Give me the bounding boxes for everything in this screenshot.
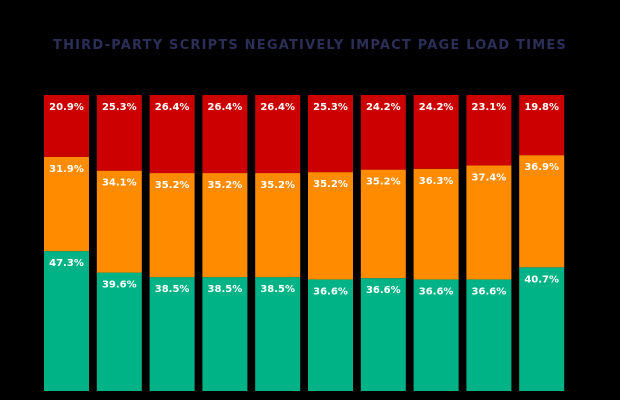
bar-segment-3-2 [149, 173, 195, 278]
bar-segment-5-3 [255, 95, 301, 174]
data-label-8-2: 36.3% [419, 176, 454, 187]
bar-segment-5-2 [255, 173, 301, 278]
data-label-1-1: 47.3% [49, 258, 84, 269]
data-label-1-2: 31.9% [49, 164, 84, 175]
data-label-10-2: 36.9% [524, 162, 559, 173]
data-label-9-1: 36.6% [472, 286, 507, 297]
data-label-1-3: 20.9% [49, 102, 84, 113]
bar-segment-2-1 [96, 272, 142, 391]
bar-segment-8-1 [413, 279, 459, 391]
bar-segment-4-2 [202, 173, 248, 278]
bar-segment-9-2 [466, 165, 512, 280]
bar-segment-1-1 [44, 251, 89, 391]
bar-segment-4-3 [202, 95, 248, 174]
bar-segment-10-1 [519, 267, 565, 391]
bar-segment-1-3 [44, 95, 89, 157]
bar-segment-6-1 [308, 279, 353, 391]
bar-segment-7-2 [360, 169, 406, 279]
data-label-9-2: 37.4% [472, 172, 507, 183]
data-label-6-2: 35.2% [313, 179, 348, 190]
bar-segment-9-1 [466, 279, 512, 391]
bar-segment-8-3 [413, 95, 459, 169]
bar-segment-7-3 [360, 95, 406, 170]
data-label-10-1: 40.7% [524, 274, 559, 285]
data-label-5-2: 35.2% [260, 180, 295, 191]
data-label-4-2: 35.2% [208, 180, 243, 191]
bar-segment-10-3 [519, 95, 565, 156]
chart-title: THIRD-PARTY SCRIPTS NEGATIVELY IMPACT PA… [53, 38, 567, 53]
bar-segment-8-2 [413, 168, 459, 280]
data-label-3-1: 38.5% [155, 284, 190, 295]
data-label-7-1: 36.6% [366, 285, 401, 296]
bar-segment-2-2 [96, 170, 142, 273]
bar-segment-3-3 [149, 95, 195, 174]
bar-segment-4-1 [202, 277, 248, 391]
data-label-8-1: 36.6% [419, 286, 454, 297]
data-label-3-3: 26.4% [155, 102, 190, 113]
bar-segment-2-3 [96, 95, 142, 171]
data-label-4-1: 38.5% [208, 284, 243, 295]
data-label-2-3: 25.3% [102, 102, 137, 113]
bar-segment-1-2 [44, 156, 89, 252]
bar-segment-5-1 [255, 277, 301, 391]
bar-segment-10-2 [519, 155, 565, 268]
data-label-2-1: 39.6% [102, 280, 137, 291]
bar-segment-6-2 [308, 172, 353, 280]
bar-segment-7-1 [360, 278, 406, 391]
data-label-8-3: 24.2% [419, 102, 454, 113]
data-label-7-2: 35.2% [366, 177, 401, 188]
data-label-5-1: 38.5% [260, 284, 295, 295]
data-label-10-3: 19.8% [524, 102, 559, 113]
data-label-3-2: 35.2% [155, 180, 190, 191]
data-label-2-2: 34.1% [102, 178, 137, 189]
data-label-4-3: 26.4% [208, 102, 243, 113]
data-label-7-3: 24.2% [366, 102, 401, 113]
data-label-6-3: 25.3% [313, 102, 348, 113]
data-label-9-3: 23.1% [472, 102, 507, 113]
data-label-6-1: 36.6% [313, 286, 348, 297]
bar-segment-6-3 [308, 95, 353, 173]
bar-segment-3-1 [149, 277, 195, 391]
data-label-5-3: 26.4% [260, 102, 295, 113]
bar-segment-9-3 [466, 95, 512, 166]
